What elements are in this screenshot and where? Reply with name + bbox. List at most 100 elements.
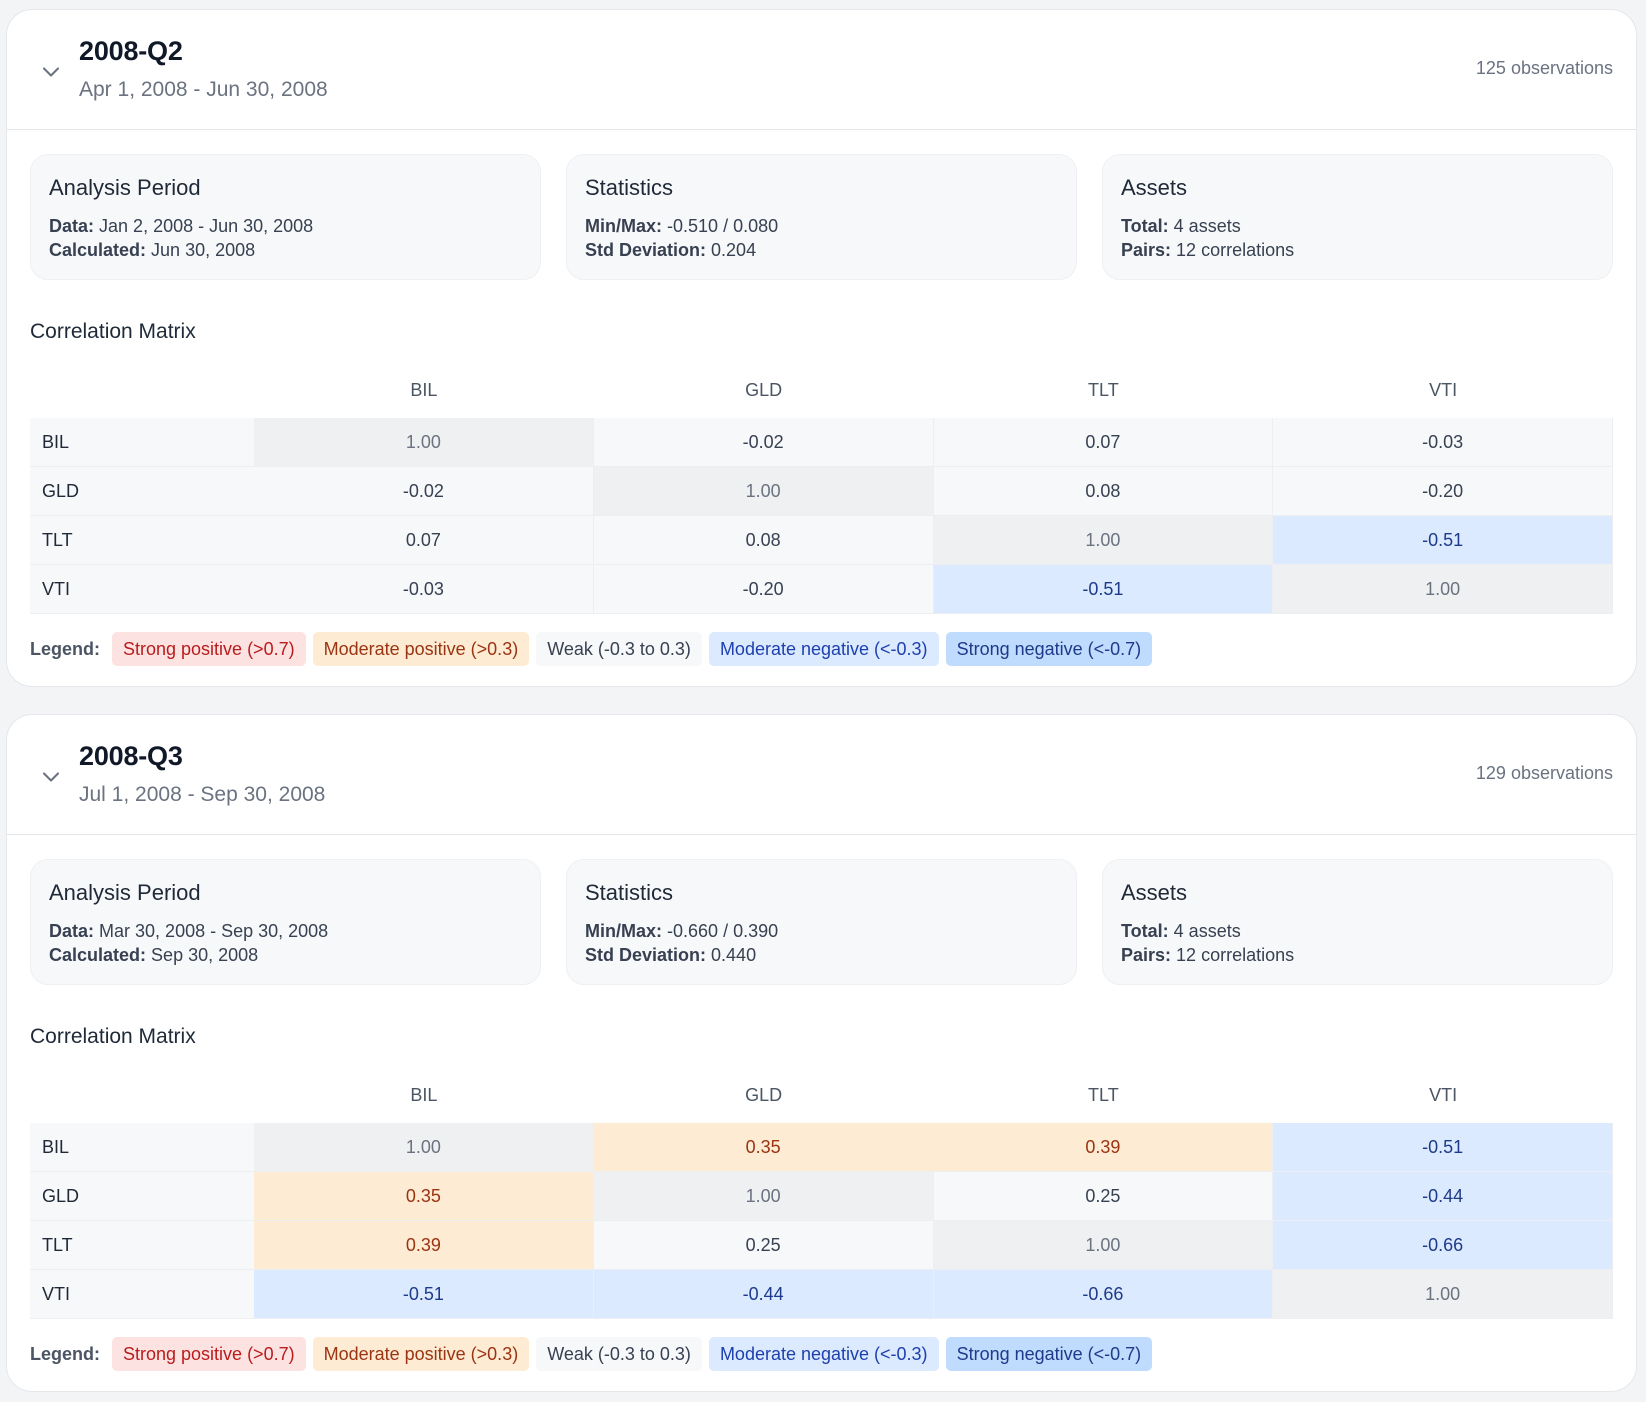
legend: Legend: Strong positive (>0.7) Moderate p… bbox=[30, 632, 1613, 666]
assets-box: Assets Total: 4 assets Pairs: 12 correla… bbox=[1102, 859, 1613, 985]
total-label: Total: bbox=[1121, 921, 1169, 941]
analysis-period-box: Analysis Period Data: Jan 2, 2008 - Jun … bbox=[30, 154, 541, 280]
legend-chip: Moderate positive (>0.3) bbox=[312, 632, 530, 666]
matrix-column-header: BIL bbox=[410, 1085, 438, 1105]
matrix-cell: 0.35 bbox=[593, 1123, 934, 1172]
matrix-cell: 0.08 bbox=[933, 467, 1274, 516]
matrix-cell: 1.00 bbox=[254, 418, 594, 467]
matrix-row-header: BIL bbox=[30, 1123, 254, 1172]
calculated-line: Calculated: Jun 30, 2008 bbox=[49, 238, 522, 262]
period-card: 2008-Q2 Apr 1, 2008 - Jun 30, 2008 125 o… bbox=[6, 9, 1637, 687]
total-value: 4 assets bbox=[1173, 921, 1241, 941]
matrix-column-header: TLT bbox=[1088, 380, 1119, 400]
pairs-line: Pairs: 12 correlations bbox=[1121, 238, 1594, 262]
matrix-cell: -0.51 bbox=[1273, 516, 1613, 565]
observations-count: 129 observations bbox=[1475, 763, 1613, 783]
matrix-cell: 0.35 bbox=[254, 1172, 594, 1221]
matrix-title: Correlation Matrix bbox=[30, 1025, 196, 1048]
matrix-cell: -0.02 bbox=[254, 467, 594, 516]
matrix-cell: -0.44 bbox=[1273, 1172, 1613, 1221]
legend: Legend: Strong positive (>0.7) Moderate p… bbox=[30, 1337, 1613, 1371]
calculated-value: Jun 30, 2008 bbox=[151, 240, 256, 260]
pairs-label: Pairs: bbox=[1121, 240, 1172, 260]
period-date-range: Jul 1, 2008 - Sep 30, 2008 bbox=[79, 783, 326, 806]
legend-chip: Moderate negative (<-0.3) bbox=[708, 632, 939, 666]
data-range-value: Jan 2, 2008 - Jun 30, 2008 bbox=[99, 216, 314, 236]
period-header[interactable]: 2008-Q2 Apr 1, 2008 - Jun 30, 2008 125 o… bbox=[7, 10, 1636, 130]
matrix-cell: -0.66 bbox=[1273, 1221, 1613, 1270]
matrix-column-header: BIL bbox=[410, 380, 438, 400]
minmax-value: -0.660 / 0.390 bbox=[667, 921, 779, 941]
assets-box: Assets Total: 4 assets Pairs: 12 correla… bbox=[1102, 154, 1613, 280]
data-range-line: Data: Mar 30, 2008 - Sep 30, 2008 bbox=[49, 919, 522, 943]
period-header[interactable]: 2008-Q3 Jul 1, 2008 - Sep 30, 2008 129 o… bbox=[7, 715, 1636, 835]
matrix-cell: 0.07 bbox=[254, 516, 594, 565]
pairs-value: 12 correlations bbox=[1176, 945, 1295, 965]
matrix-corner bbox=[30, 380, 254, 418]
matrix-row-header: GLD bbox=[30, 467, 254, 516]
std-label: Std Deviation: bbox=[585, 240, 707, 260]
legend-chip: Strong positive (>0.7) bbox=[112, 632, 306, 666]
legend-chip: Weak (-0.3 to 0.3) bbox=[536, 1337, 702, 1371]
chevron-down-icon[interactable] bbox=[37, 763, 65, 791]
matrix-row-header: TLT bbox=[30, 1221, 254, 1270]
matrix-column-header: TLT bbox=[1088, 1085, 1119, 1105]
pairs-value: 12 correlations bbox=[1176, 240, 1295, 260]
period-body: Analysis Period Data: Mar 30, 2008 - Sep… bbox=[7, 835, 1636, 1371]
assets-heading: Assets bbox=[1121, 175, 1188, 200]
summary-row: Analysis Period Data: Mar 30, 2008 - Sep… bbox=[30, 859, 1613, 985]
matrix-row-header: GLD bbox=[30, 1172, 254, 1221]
matrix-column-header: VTI bbox=[1429, 1085, 1458, 1105]
matrix-cell: 0.39 bbox=[254, 1221, 594, 1270]
statistics-heading: Statistics bbox=[585, 175, 674, 200]
legend-chip: Moderate positive (>0.3) bbox=[312, 1337, 530, 1371]
matrix-cell: -0.03 bbox=[1273, 418, 1613, 467]
analysis-period-box: Analysis Period Data: Mar 30, 2008 - Sep… bbox=[30, 859, 541, 985]
matrix-cell: -0.03 bbox=[254, 565, 594, 614]
matrix-column-header: GLD bbox=[745, 1085, 783, 1105]
chevron-down-icon[interactable] bbox=[37, 58, 65, 86]
data-range-line: Data: Jan 2, 2008 - Jun 30, 2008 bbox=[49, 214, 522, 238]
matrix-cell: 0.08 bbox=[593, 516, 934, 565]
matrix-cell: 0.25 bbox=[593, 1221, 934, 1270]
matrix-cell: 1.00 bbox=[1273, 565, 1613, 614]
legend-chip: Strong negative (<-0.7) bbox=[945, 632, 1153, 666]
matrix-cell: -0.51 bbox=[933, 565, 1274, 614]
matrix-cell: -0.51 bbox=[1273, 1123, 1613, 1172]
legend-label: Legend: bbox=[30, 638, 100, 659]
matrix-cell: 1.00 bbox=[254, 1123, 594, 1172]
matrix-cell: -0.20 bbox=[1273, 467, 1613, 516]
correlation-matrix: BIL GLD TLT VTI BIL 1.00 -0.02 0.07 -0.03 GLD -0.0… bbox=[30, 380, 1613, 614]
matrix-cell: 1.00 bbox=[933, 1221, 1274, 1270]
matrix-cell: -0.02 bbox=[593, 418, 934, 467]
matrix-cell: 1.00 bbox=[593, 467, 934, 516]
std-value: 0.440 bbox=[711, 945, 757, 965]
minmax-value: -0.510 / 0.080 bbox=[667, 216, 779, 236]
total-line: Total: 4 assets bbox=[1121, 919, 1594, 943]
analysis-period-heading: Analysis Period bbox=[49, 880, 201, 905]
period-card: 2008-Q3 Jul 1, 2008 - Sep 30, 2008 129 o… bbox=[6, 714, 1637, 1392]
legend-chip: Strong positive (>0.7) bbox=[112, 1337, 306, 1371]
matrix-cell: -0.66 bbox=[933, 1270, 1274, 1319]
statistics-box: Statistics Min/Max: -0.510 / 0.080 Std D… bbox=[566, 154, 1077, 280]
period-date-range: Apr 1, 2008 - Jun 30, 2008 bbox=[79, 78, 328, 101]
calculated-label: Calculated: bbox=[49, 945, 147, 965]
minmax-line: Min/Max: -0.660 / 0.390 bbox=[585, 919, 1058, 943]
matrix-cell: 1.00 bbox=[593, 1172, 934, 1221]
statistics-box: Statistics Min/Max: -0.660 / 0.390 Std D… bbox=[566, 859, 1077, 985]
std-value: 0.204 bbox=[711, 240, 757, 260]
matrix-column-header: VTI bbox=[1429, 380, 1458, 400]
period-title: 2008-Q2 bbox=[79, 36, 183, 66]
matrix-corner bbox=[30, 1085, 254, 1123]
matrix-row-header: VTI bbox=[30, 565, 254, 614]
calculated-line: Calculated: Sep 30, 2008 bbox=[49, 943, 522, 967]
observations-count: 125 observations bbox=[1475, 58, 1613, 78]
period-title: 2008-Q3 bbox=[79, 741, 183, 771]
summary-row: Analysis Period Data: Jan 2, 2008 - Jun … bbox=[30, 154, 1613, 280]
total-label: Total: bbox=[1121, 216, 1169, 236]
matrix-title: Correlation Matrix bbox=[30, 320, 196, 343]
minmax-label: Min/Max: bbox=[585, 216, 663, 236]
matrix-row-header: TLT bbox=[30, 516, 254, 565]
data-label: Data: bbox=[49, 921, 95, 941]
